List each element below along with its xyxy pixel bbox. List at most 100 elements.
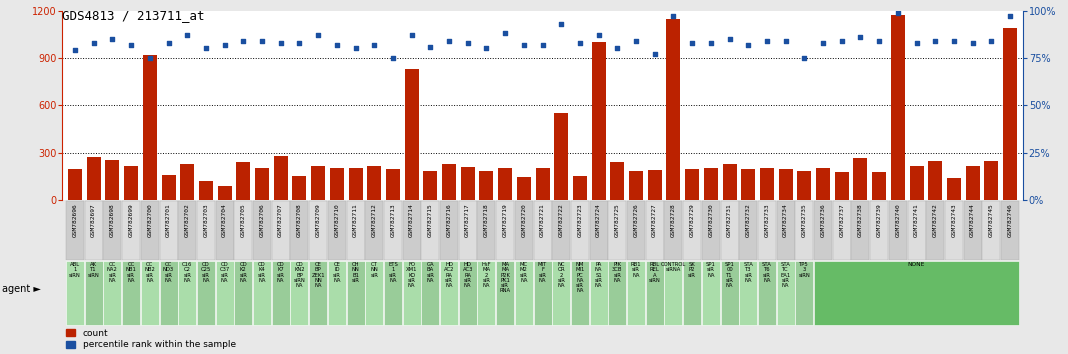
Bar <box>159 201 177 260</box>
Bar <box>664 201 682 260</box>
Bar <box>442 164 456 200</box>
Bar <box>141 201 159 260</box>
Text: GSM782737: GSM782737 <box>839 204 844 238</box>
Text: GSM782712: GSM782712 <box>372 204 377 238</box>
Point <box>198 46 215 51</box>
Bar <box>760 169 774 200</box>
Bar <box>253 201 271 260</box>
Text: NC
OR
2
siR
NA: NC OR 2 siR NA <box>557 262 565 288</box>
Bar <box>910 166 924 200</box>
Text: CT
NN
siR: CT NN siR <box>371 262 378 278</box>
Bar <box>796 201 814 260</box>
Bar <box>776 201 795 260</box>
Bar <box>534 261 551 325</box>
Text: GSM782729: GSM782729 <box>690 204 694 238</box>
Bar <box>497 261 514 325</box>
Text: CC
NB2
siR
NA: CC NB2 siR NA <box>144 262 155 283</box>
Bar <box>328 261 346 325</box>
Text: GSM782730: GSM782730 <box>708 204 713 238</box>
Bar <box>684 261 701 325</box>
Point <box>160 40 177 46</box>
Text: GSM782739: GSM782739 <box>877 204 882 238</box>
Text: GSM782696: GSM782696 <box>73 204 78 238</box>
Text: CD
K4
siR
NA: CD K4 siR NA <box>258 262 266 283</box>
Text: PA
NA
S1
siR
NA: PA NA S1 siR NA <box>595 262 602 288</box>
Bar <box>348 169 362 200</box>
Bar <box>814 201 832 260</box>
Bar <box>216 201 234 260</box>
Point <box>347 46 364 51</box>
Bar <box>721 201 739 260</box>
Bar <box>965 166 979 200</box>
Bar <box>180 164 194 200</box>
Point <box>964 40 981 46</box>
Text: GSM782713: GSM782713 <box>391 204 395 238</box>
Point <box>290 40 308 46</box>
Text: GSM782727: GSM782727 <box>653 204 657 238</box>
Bar <box>384 261 402 325</box>
Bar <box>515 201 533 260</box>
Bar <box>721 261 739 325</box>
Text: GSM782742: GSM782742 <box>932 204 938 238</box>
Text: STA
T6
siR
NA: STA T6 siR NA <box>761 262 772 283</box>
Text: CD
K7
siR
NA: CD K7 siR NA <box>277 262 285 283</box>
Bar <box>309 201 327 260</box>
Text: GSM782721: GSM782721 <box>540 204 545 238</box>
Bar <box>889 201 907 260</box>
Text: NM
MI1
PC
NA
siR
NA: NM MI1 PC NA siR NA <box>576 262 584 293</box>
Point <box>628 38 645 44</box>
Text: GA
BA
siR
NA: GA BA siR NA <box>426 262 435 283</box>
Point <box>365 42 382 47</box>
Text: GSM782743: GSM782743 <box>952 204 957 238</box>
Text: GSM782709: GSM782709 <box>316 204 320 238</box>
Bar <box>422 261 439 325</box>
Text: STA
T3
siR
NA: STA T3 siR NA <box>743 262 753 283</box>
Bar <box>477 261 496 325</box>
Point <box>497 30 514 36</box>
Text: GSM782710: GSM782710 <box>334 204 340 238</box>
Point <box>870 38 888 44</box>
Bar <box>460 167 475 200</box>
Bar <box>571 261 588 325</box>
Text: GSM782741: GSM782741 <box>914 204 920 238</box>
Bar <box>143 55 157 200</box>
Bar <box>590 201 608 260</box>
Bar <box>814 261 1019 325</box>
Point <box>665 13 682 19</box>
Text: GSM782707: GSM782707 <box>279 204 283 238</box>
Text: GSM782722: GSM782722 <box>559 204 564 238</box>
Bar <box>702 201 720 260</box>
Bar <box>480 171 493 200</box>
Bar <box>535 169 550 200</box>
Bar <box>403 261 421 325</box>
Bar <box>84 261 103 325</box>
Bar <box>926 201 944 260</box>
Text: GDS4813 / 213711_at: GDS4813 / 213711_at <box>62 9 204 22</box>
Bar <box>234 261 252 325</box>
Text: GSM782738: GSM782738 <box>858 204 863 238</box>
Text: GSM782706: GSM782706 <box>260 204 265 238</box>
Text: MIT
F
siR
NA: MIT F siR NA <box>538 262 547 283</box>
Bar <box>255 169 269 200</box>
Point <box>796 55 813 61</box>
Bar <box>199 181 213 200</box>
Text: GSM782717: GSM782717 <box>466 204 470 238</box>
Point <box>890 10 907 15</box>
Bar <box>122 201 140 260</box>
Bar <box>646 261 663 325</box>
Bar <box>666 18 680 200</box>
Text: GSM782728: GSM782728 <box>671 204 676 238</box>
Bar <box>983 201 1001 260</box>
Bar <box>236 162 250 200</box>
Bar <box>66 201 84 260</box>
Text: CE
BP
ZEK1
NN
NA: CE BP ZEK1 NN NA <box>312 262 325 288</box>
Point <box>703 40 720 46</box>
Point <box>104 36 121 42</box>
Bar <box>627 201 645 260</box>
Bar <box>459 261 476 325</box>
Text: CE
ID
siR
NA: CE ID siR NA <box>333 262 341 283</box>
Bar <box>552 261 570 325</box>
Text: GSM782708: GSM782708 <box>297 204 302 238</box>
Bar <box>647 170 662 200</box>
Text: GSM782732: GSM782732 <box>745 204 751 238</box>
